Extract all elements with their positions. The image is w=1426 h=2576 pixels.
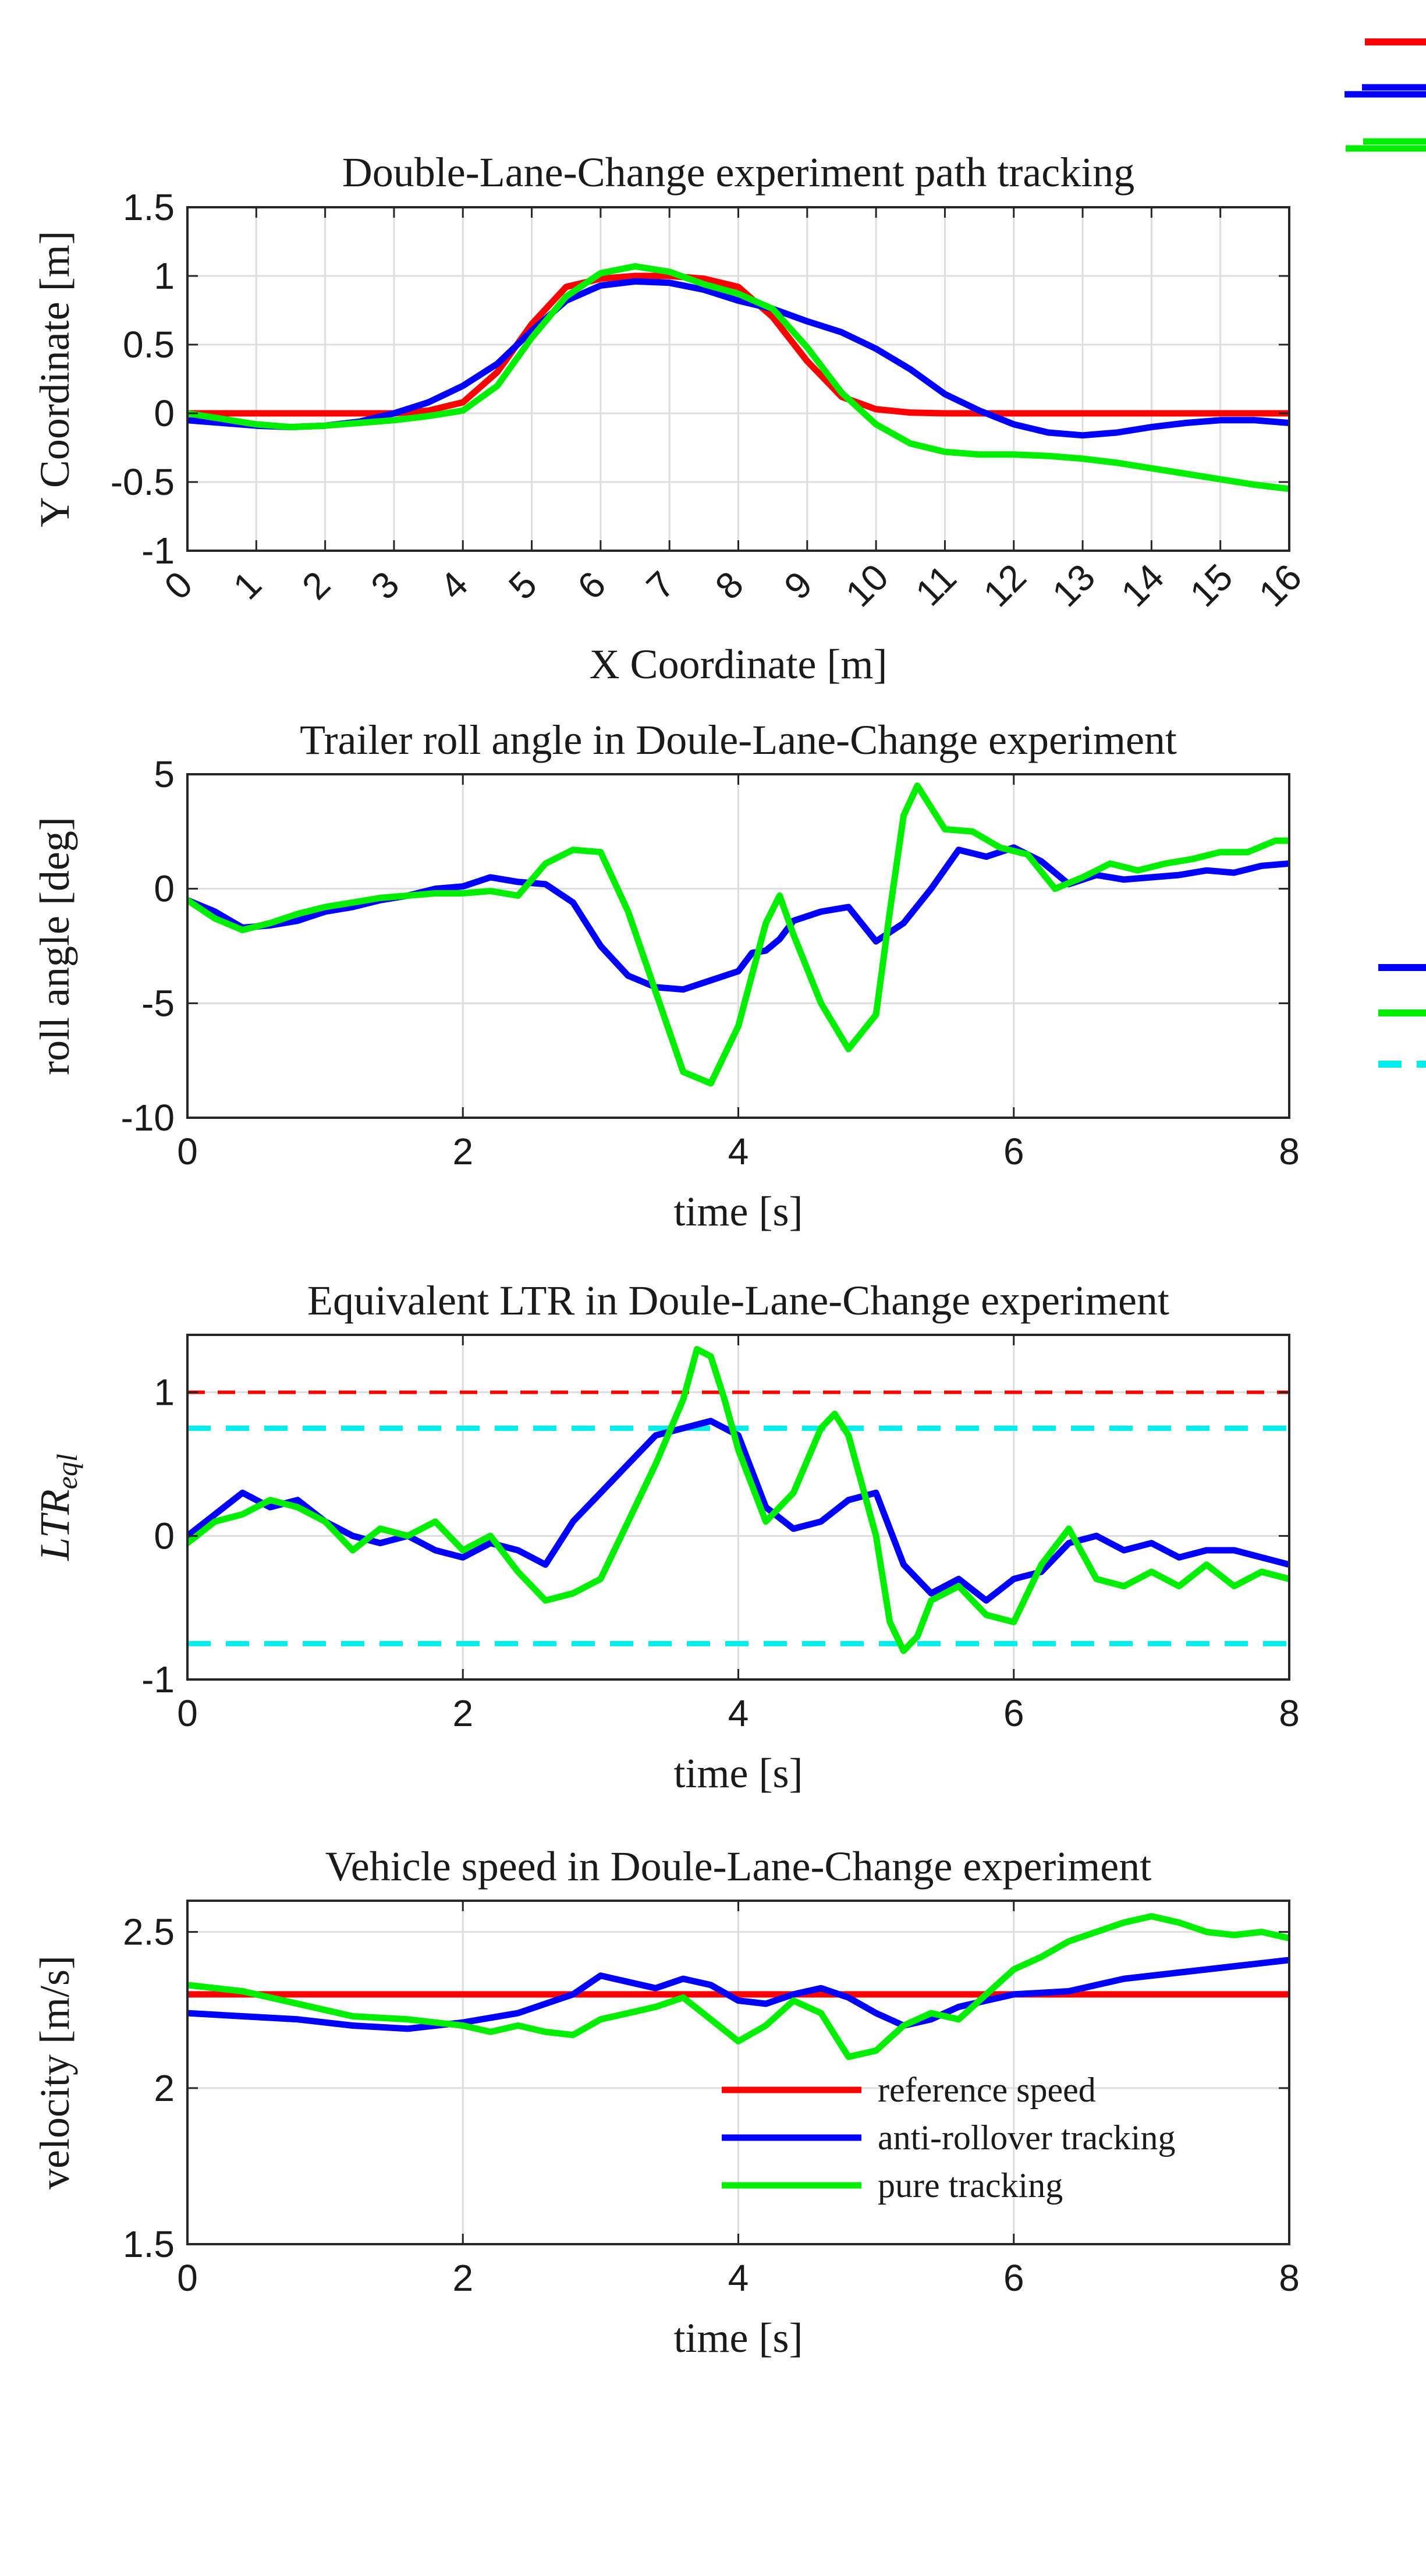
ltr-xtick-label-1: 2 — [452, 1692, 473, 1734]
roll-xtick-label-1: 2 — [452, 1131, 473, 1172]
ltr-ytick-label-1: 0 — [154, 1515, 175, 1557]
speed-axes: 0 2 4 6 8 1.5 2 2.5 Vehicle speed in Doule-Lane-… — [31, 1843, 1300, 2361]
speed-xtick-label-4: 8 — [1279, 2257, 1300, 2299]
legend-label-anti-rollover-speed: anti-rollover tracking — [878, 2118, 1175, 2157]
speed-xlabel: time [s] — [674, 2315, 803, 2361]
roll-xtick-label-2: 4 — [728, 1131, 749, 1172]
pure-tracking-ltr-line — [187, 1346, 1289, 1654]
roll-xtick-label-0: 0 — [177, 1131, 198, 1172]
path-plot-area — [187, 263, 1289, 492]
side-legend-fragments — [1345, 38, 1426, 1068]
speed-ytick-label-2: 2.5 — [123, 1911, 175, 1953]
anti-rollover-ltr-line — [187, 1418, 1289, 1604]
path-xtick-label-9: 9 — [776, 563, 820, 607]
path-xtick-label-15: 15 — [1182, 556, 1241, 615]
ltr-ylabel-main: LTR — [31, 1489, 78, 1561]
speed-xtick-label-0: 0 — [177, 2257, 198, 2299]
path-title: Double-Lane-Change experiment path track… — [342, 149, 1134, 196]
ltr-ylabel-subscript: eql — [51, 1454, 83, 1489]
path-ytick-label-2: 0 — [154, 392, 175, 434]
speed-plot-area — [187, 1913, 1289, 2060]
path-xtick-label-8: 8 — [707, 563, 751, 607]
pure-tracking-speed-line — [187, 1913, 1289, 2060]
speed-xtick-label-2: 4 — [728, 2257, 749, 2299]
roll-ytick-label-0: -10 — [121, 1097, 175, 1139]
ltr-ytick-label-0: -1 — [141, 1659, 175, 1700]
path-xtick-label-3: 3 — [363, 563, 407, 607]
ltr-ylabel: LTReql — [31, 1454, 83, 1561]
path-xtick-label-10: 10 — [838, 556, 896, 615]
path-xtick-label-11: 11 — [907, 557, 964, 614]
pure-tracking-roll-line — [187, 782, 1289, 1087]
ltr-xtick-label-4: 8 — [1279, 1692, 1300, 1734]
speed-xtick-label-1: 2 — [452, 2257, 473, 2299]
roll-xlabel: time [s] — [674, 1188, 803, 1235]
speed-title: Vehicle speed in Doule-Lane-Change exper… — [325, 1843, 1151, 1890]
pure-tracking-path-line — [187, 263, 1289, 492]
speed-ylabel: velocity [m/s] — [31, 1955, 78, 2189]
roll-angle-axes: 0 2 4 6 8 -10 -5 0 5 Trailer roll angle in Doule-… — [31, 717, 1300, 1235]
roll-ytick-label-1: -5 — [141, 982, 175, 1024]
roll-title: Trailer roll angle in Doule-Lane-Change … — [300, 717, 1177, 763]
path-ylabel: Y Coordinate [m] — [31, 231, 78, 527]
speed-ytick-label-1: 2 — [154, 2067, 175, 2109]
path-xtick-label-4: 4 — [432, 563, 476, 607]
roll-ylabel: roll angle [deg] — [31, 817, 78, 1075]
path-xtick-label-5: 5 — [501, 563, 545, 607]
roll-ytick-label-3: 5 — [154, 753, 175, 795]
ltr-plot-area — [187, 1346, 1289, 1654]
ltr-title: Equivalent LTR in Doule-Lane-Change expe… — [307, 1277, 1169, 1324]
path-xtick-label-7: 7 — [638, 563, 683, 607]
path-xtick-label-6: 6 — [569, 563, 613, 607]
path-xlabel: X Coordinate [m] — [590, 641, 888, 688]
path-ytick-label-3: 0.5 — [123, 324, 175, 366]
legend-label-reference-speed: reference speed — [878, 2071, 1096, 2109]
reference-path-line — [187, 272, 1289, 417]
path-ytick-label-5: 1.5 — [123, 186, 175, 228]
path-xtick-label-16: 16 — [1251, 556, 1310, 615]
roll-ytick-label-2: 0 — [154, 868, 175, 910]
path-xtick-label-2: 2 — [294, 563, 338, 607]
ltr-xlabel: time [s] — [674, 1750, 803, 1797]
roll-plot-area — [187, 782, 1289, 1087]
path-xtick-label-1: 1 — [225, 563, 269, 607]
speed-ytick-label-0: 1.5 — [123, 2223, 175, 2265]
speed-xtick-label-3: 6 — [1003, 2257, 1024, 2299]
ltr-xtick-label-0: 0 — [177, 1692, 198, 1734]
path-ytick-label-1: -0.5 — [111, 461, 175, 503]
legend-label-pure-tracking-speed: pure tracking — [878, 2166, 1063, 2205]
ltr-ytick-label-2: 1 — [154, 1372, 175, 1413]
path-xtick-label-12: 12 — [976, 556, 1034, 615]
roll-xtick-label-4: 8 — [1279, 1131, 1300, 1172]
ltr-xtick-label-2: 4 — [728, 1692, 749, 1734]
path-xtick-label-14: 14 — [1113, 556, 1172, 615]
path-tracking-axes: 0 1 2 3 4 5 6 7 8 9 10 11 12 13 14 15 16-1-0.500.511.5Do… — [31, 149, 1310, 688]
path-ytick-label-0: -1 — [141, 530, 175, 572]
ltr-xtick-label-3: 6 — [1003, 1692, 1024, 1734]
path-xtick-label-13: 13 — [1044, 556, 1103, 615]
roll-xtick-label-3: 6 — [1003, 1131, 1024, 1172]
path-ytick-label-4: 1 — [154, 255, 175, 297]
